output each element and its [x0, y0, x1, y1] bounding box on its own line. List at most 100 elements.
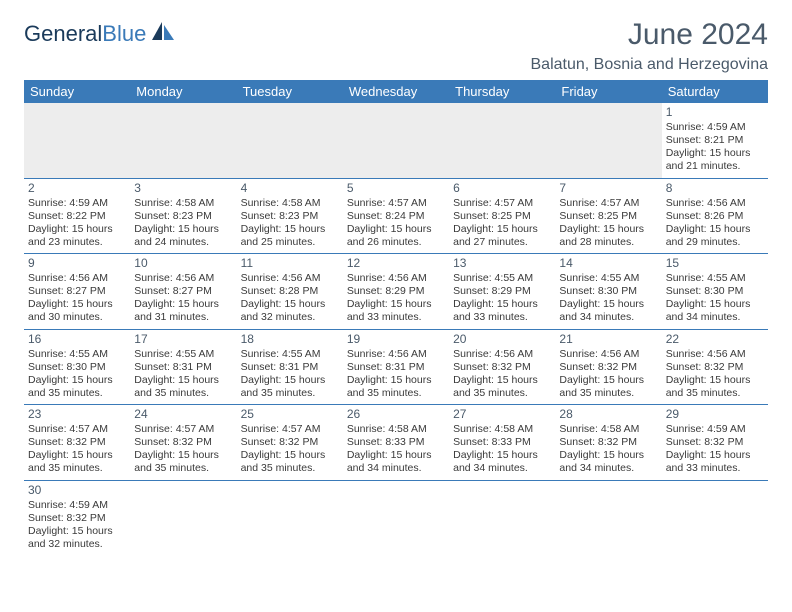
daylight-line: Daylight: 15 hours and 23 minutes.	[28, 223, 126, 249]
day-number: 21	[559, 332, 657, 347]
sunset-line: Sunset: 8:29 PM	[453, 285, 551, 298]
calendar-day-cell: 12Sunrise: 4:56 AMSunset: 8:29 PMDayligh…	[343, 254, 449, 330]
day-number: 17	[134, 332, 232, 347]
calendar-day-cell	[555, 103, 661, 178]
calendar-day-cell: 5Sunrise: 4:57 AMSunset: 8:24 PMDaylight…	[343, 178, 449, 254]
calendar-day-cell	[24, 103, 130, 178]
calendar-day-cell: 2Sunrise: 4:59 AMSunset: 8:22 PMDaylight…	[24, 178, 130, 254]
logo-text: GeneralBlue	[24, 21, 146, 47]
calendar-day-cell: 1Sunrise: 4:59 AMSunset: 8:21 PMDaylight…	[662, 103, 768, 178]
calendar-day-cell: 4Sunrise: 4:58 AMSunset: 8:23 PMDaylight…	[237, 178, 343, 254]
header: GeneralBlue June 2024 Balatun, Bosnia an…	[24, 20, 768, 74]
daylight-line: Daylight: 15 hours and 34 minutes.	[559, 449, 657, 475]
calendar-day-cell: 10Sunrise: 4:56 AMSunset: 8:27 PMDayligh…	[130, 254, 236, 330]
sunrise-line: Sunrise: 4:59 AM	[666, 121, 764, 134]
sunrise-line: Sunrise: 4:56 AM	[666, 348, 764, 361]
day-number: 5	[347, 181, 445, 196]
sunset-line: Sunset: 8:25 PM	[559, 210, 657, 223]
calendar-day-cell: 21Sunrise: 4:56 AMSunset: 8:32 PMDayligh…	[555, 329, 661, 405]
sunrise-line: Sunrise: 4:59 AM	[666, 423, 764, 436]
sunrise-line: Sunrise: 4:56 AM	[559, 348, 657, 361]
day-number: 10	[134, 256, 232, 271]
month-title: June 2024	[531, 20, 769, 50]
sunset-line: Sunset: 8:32 PM	[241, 436, 339, 449]
calendar-body: 1Sunrise: 4:59 AMSunset: 8:21 PMDaylight…	[24, 103, 768, 555]
day-number: 15	[666, 256, 764, 271]
calendar-day-cell: 14Sunrise: 4:55 AMSunset: 8:30 PMDayligh…	[555, 254, 661, 330]
sunset-line: Sunset: 8:27 PM	[134, 285, 232, 298]
day-number: 6	[453, 181, 551, 196]
calendar-day-cell: 27Sunrise: 4:58 AMSunset: 8:33 PMDayligh…	[449, 405, 555, 481]
daylight-line: Daylight: 15 hours and 31 minutes.	[134, 298, 232, 324]
weekday-header: Thursday	[449, 80, 555, 103]
day-number: 30	[28, 483, 126, 498]
sunrise-line: Sunrise: 4:56 AM	[666, 197, 764, 210]
sunset-line: Sunset: 8:32 PM	[666, 361, 764, 374]
weekday-header: Tuesday	[237, 80, 343, 103]
daylight-line: Daylight: 15 hours and 29 minutes.	[666, 223, 764, 249]
day-number: 26	[347, 407, 445, 422]
calendar-day-cell: 23Sunrise: 4:57 AMSunset: 8:32 PMDayligh…	[24, 405, 130, 481]
sunset-line: Sunset: 8:33 PM	[453, 436, 551, 449]
daylight-line: Daylight: 15 hours and 32 minutes.	[28, 525, 126, 551]
day-number: 7	[559, 181, 657, 196]
calendar-week-row: 9Sunrise: 4:56 AMSunset: 8:27 PMDaylight…	[24, 254, 768, 330]
calendar-day-cell: 11Sunrise: 4:56 AMSunset: 8:28 PMDayligh…	[237, 254, 343, 330]
calendar-day-cell: 6Sunrise: 4:57 AMSunset: 8:25 PMDaylight…	[449, 178, 555, 254]
calendar-table: SundayMondayTuesdayWednesdayThursdayFrid…	[24, 80, 768, 555]
calendar-week-row: 23Sunrise: 4:57 AMSunset: 8:32 PMDayligh…	[24, 405, 768, 481]
sunset-line: Sunset: 8:25 PM	[453, 210, 551, 223]
day-number: 11	[241, 256, 339, 271]
calendar-day-cell: 3Sunrise: 4:58 AMSunset: 8:23 PMDaylight…	[130, 178, 236, 254]
sunset-line: Sunset: 8:31 PM	[134, 361, 232, 374]
calendar-day-cell: 20Sunrise: 4:56 AMSunset: 8:32 PMDayligh…	[449, 329, 555, 405]
sunrise-line: Sunrise: 4:55 AM	[666, 272, 764, 285]
sunset-line: Sunset: 8:30 PM	[28, 361, 126, 374]
calendar-day-cell: 13Sunrise: 4:55 AMSunset: 8:29 PMDayligh…	[449, 254, 555, 330]
daylight-line: Daylight: 15 hours and 35 minutes.	[241, 449, 339, 475]
sunrise-line: Sunrise: 4:57 AM	[347, 197, 445, 210]
logo-text-2: Blue	[102, 21, 146, 46]
sunset-line: Sunset: 8:32 PM	[666, 436, 764, 449]
sunrise-line: Sunrise: 4:58 AM	[559, 423, 657, 436]
weekday-header: Friday	[555, 80, 661, 103]
daylight-line: Daylight: 15 hours and 35 minutes.	[347, 374, 445, 400]
daylight-line: Daylight: 15 hours and 35 minutes.	[241, 374, 339, 400]
daylight-line: Daylight: 15 hours and 35 minutes.	[453, 374, 551, 400]
sunrise-line: Sunrise: 4:57 AM	[134, 423, 232, 436]
sail-icon	[150, 20, 176, 47]
sunset-line: Sunset: 8:32 PM	[559, 436, 657, 449]
sunset-line: Sunset: 8:22 PM	[28, 210, 126, 223]
sunset-line: Sunset: 8:31 PM	[241, 361, 339, 374]
sunset-line: Sunset: 8:23 PM	[134, 210, 232, 223]
day-number: 22	[666, 332, 764, 347]
calendar-day-cell	[555, 480, 661, 555]
sunrise-line: Sunrise: 4:57 AM	[453, 197, 551, 210]
sunset-line: Sunset: 8:32 PM	[559, 361, 657, 374]
day-number: 9	[28, 256, 126, 271]
day-number: 29	[666, 407, 764, 422]
calendar-week-row: 2Sunrise: 4:59 AMSunset: 8:22 PMDaylight…	[24, 178, 768, 254]
daylight-line: Daylight: 15 hours and 28 minutes.	[559, 223, 657, 249]
day-number: 2	[28, 181, 126, 196]
calendar-day-cell: 15Sunrise: 4:55 AMSunset: 8:30 PMDayligh…	[662, 254, 768, 330]
sunset-line: Sunset: 8:27 PM	[28, 285, 126, 298]
sunrise-line: Sunrise: 4:58 AM	[241, 197, 339, 210]
sunset-line: Sunset: 8:33 PM	[347, 436, 445, 449]
calendar-week-row: 16Sunrise: 4:55 AMSunset: 8:30 PMDayligh…	[24, 329, 768, 405]
sunrise-line: Sunrise: 4:56 AM	[453, 348, 551, 361]
daylight-line: Daylight: 15 hours and 35 minutes.	[28, 449, 126, 475]
calendar-day-cell	[449, 103, 555, 178]
calendar-day-cell: 18Sunrise: 4:55 AMSunset: 8:31 PMDayligh…	[237, 329, 343, 405]
sunset-line: Sunset: 8:32 PM	[28, 512, 126, 525]
calendar-day-cell	[343, 103, 449, 178]
sunset-line: Sunset: 8:32 PM	[28, 436, 126, 449]
daylight-line: Daylight: 15 hours and 21 minutes.	[666, 147, 764, 173]
calendar-day-cell	[237, 480, 343, 555]
daylight-line: Daylight: 15 hours and 35 minutes.	[134, 374, 232, 400]
daylight-line: Daylight: 15 hours and 32 minutes.	[241, 298, 339, 324]
day-number: 13	[453, 256, 551, 271]
location: Balatun, Bosnia and Herzegovina	[531, 56, 769, 74]
day-number: 28	[559, 407, 657, 422]
calendar-day-cell: 30Sunrise: 4:59 AMSunset: 8:32 PMDayligh…	[24, 480, 130, 555]
